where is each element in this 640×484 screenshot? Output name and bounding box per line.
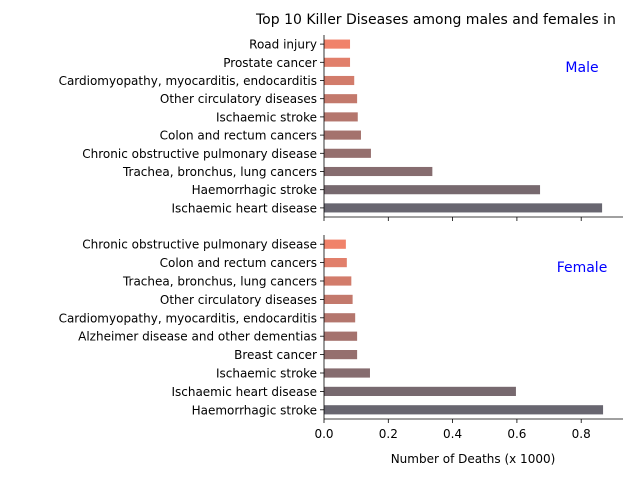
x-axis-label: Number of Deaths (x 1000) (391, 452, 556, 466)
y-tick-label-female-0: Chronic obstructive pulmonary disease (82, 238, 317, 252)
bar-female-1 (324, 258, 347, 268)
y-tick-label-male-5: Colon and rectum cancers (160, 129, 317, 143)
y-tick-label-female-4: Cardiomyopathy, myocarditis, endocarditi… (59, 311, 317, 325)
bar-male-5 (324, 130, 361, 140)
bar-male-2 (324, 75, 355, 86)
x-tick-label-1: 0.2 (379, 427, 398, 441)
y-tick-label-male-2: Cardiomyopathy, myocarditis, endocarditi… (59, 74, 317, 88)
y-tick-label-female-8: Ischaemic heart disease (171, 385, 317, 399)
panel-label-female: Female (557, 260, 608, 276)
bar-male-1 (324, 57, 351, 67)
bar-female-0 (324, 239, 346, 249)
y-tick-label-female-3: Other circulatory diseases (160, 293, 317, 307)
y-tick-label-female-2: Trachea, bronchus, lung cancers (122, 275, 317, 289)
bar-male-3 (324, 94, 358, 104)
y-tick-label-male-0: Road injury (249, 38, 317, 52)
bar-male-4 (324, 112, 358, 122)
bar-female-4 (324, 313, 356, 323)
y-tick-label-female-6: Breast cancer (234, 348, 317, 362)
bar-female-5 (324, 331, 358, 341)
x-tick-label-4: 0.8 (572, 427, 591, 441)
bar-male-9 (324, 203, 603, 213)
bar-male-0 (324, 39, 351, 49)
bar-female-3 (324, 294, 353, 304)
x-tick-label-3: 0.6 (507, 427, 526, 441)
y-tick-label-male-4: Ischaemic stroke (216, 110, 317, 124)
x-tick-label-2: 0.4 (443, 427, 462, 441)
y-tick-label-male-6: Chronic obstructive pulmonary disease (82, 147, 317, 161)
y-tick-label-male-7: Trachea, bronchus, lung cancers (122, 165, 317, 179)
y-tick-label-female-7: Ischaemic stroke (216, 367, 317, 381)
y-tick-label-male-8: Haemorrhagic stroke (192, 183, 317, 197)
panel-label-male: Male (565, 60, 598, 76)
y-tick-label-female-5: Alzheimer disease and other dementias (78, 330, 317, 344)
x-tick-label-0: 0.0 (314, 427, 333, 441)
y-tick-label-male-1: Prostate cancer (223, 56, 317, 70)
bar-male-7 (324, 166, 433, 177)
y-tick-label-female-1: Colon and rectum cancers (160, 256, 317, 270)
y-tick-label-male-3: Other circulatory diseases (160, 92, 317, 106)
y-tick-label-female-9: Haemorrhagic stroke (192, 403, 317, 417)
chart-title: Top 10 Killer Diseases among males and f… (255, 12, 616, 28)
bar-female-8 (324, 386, 516, 396)
bar-female-9 (324, 405, 604, 415)
bar-female-2 (324, 276, 352, 286)
bar-female-6 (324, 350, 358, 360)
bar-female-7 (324, 368, 370, 378)
bar-male-6 (324, 148, 371, 158)
y-tick-label-male-9: Ischaemic heart disease (171, 201, 317, 215)
bar-male-8 (324, 185, 541, 195)
